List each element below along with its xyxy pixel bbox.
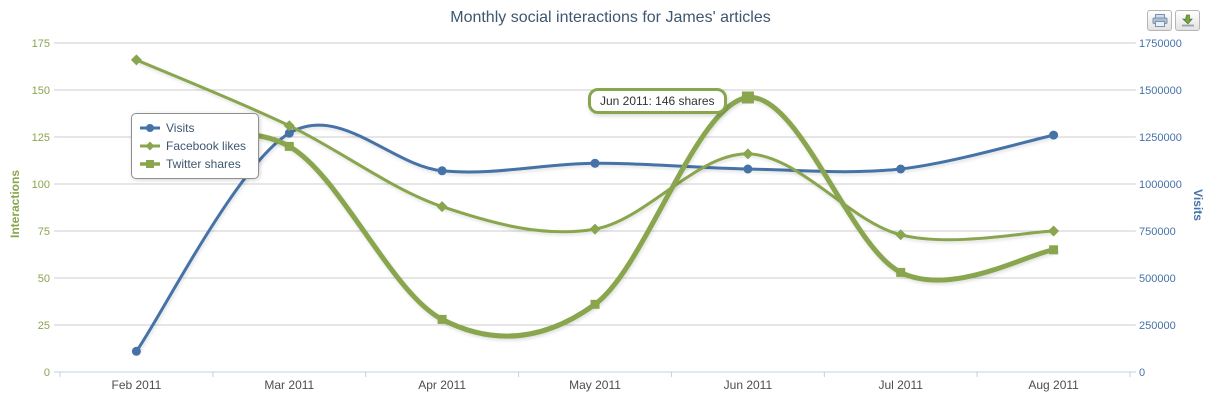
point-facebook-likes-jun-2011[interactable] (742, 148, 754, 160)
y-right-tick-label: 1500000 (1139, 85, 1182, 97)
legend-label: Facebook likes (166, 139, 247, 153)
point-twitter-shares-jun-2011[interactable] (741, 91, 754, 104)
y-right-tick-label: 1250000 (1139, 132, 1182, 144)
point-twitter-shares-mar-2011[interactable] (284, 141, 294, 151)
chart-title: Monthly social interactions for James' a… (450, 9, 771, 26)
tooltip-text: Jun 2011: 146 shares (600, 94, 715, 108)
legend-item-visits[interactable]: Visits (140, 119, 246, 137)
point-twitter-shares-jul-2011[interactable] (896, 267, 906, 277)
point-facebook-likes-may-2011[interactable] (589, 223, 601, 235)
legend: Visits Facebook likes Twitter shares (131, 113, 260, 179)
point-facebook-likes-mar-2011[interactable] (283, 120, 295, 132)
point-visits-feb-2011[interactable] (131, 346, 141, 356)
legend-label: Twitter shares (166, 157, 241, 171)
point-visits-mar-2011[interactable] (284, 128, 294, 138)
y-right-tick-label: 250000 (1139, 320, 1176, 332)
point-twitter-shares-may-2011[interactable] (590, 299, 600, 309)
left-axis-title: Interactions (8, 169, 22, 239)
x-tick-label: Mar 2011 (264, 378, 314, 392)
x-tick-label: Apr 2011 (418, 378, 466, 392)
print-chart-button[interactable] (1147, 10, 1172, 31)
y-left-tick-label: 125 (32, 132, 50, 144)
point-twitter-shares-apr-2011[interactable] (437, 314, 447, 324)
print-icon (1152, 14, 1167, 27)
y-right-tick-label: 500000 (1139, 273, 1176, 285)
legend-marker-diamond-icon (140, 141, 160, 151)
y-left-tick-label: 175 (32, 38, 50, 50)
y-right-tick-label: 1750000 (1139, 38, 1182, 50)
download-icon (1181, 14, 1194, 27)
point-visits-jun-2011[interactable] (743, 164, 753, 174)
point-facebook-likes-aug-2011[interactable] (1048, 225, 1060, 237)
series-line-facebook-likes[interactable] (134, 58, 1056, 242)
y-left-tick-label: 150 (32, 85, 50, 97)
y-left-tick-label: 25 (38, 320, 50, 332)
point-twitter-shares-aug-2011[interactable] (1049, 245, 1059, 255)
y-right-tick-label: 1000000 (1139, 179, 1182, 191)
y-right-tick-label: 0 (1139, 367, 1145, 379)
legend-marker-circle-icon (140, 124, 160, 132)
x-tick-label: Feb 2011 (111, 378, 161, 392)
point-facebook-likes-feb-2011[interactable] (130, 54, 142, 66)
point-visits-may-2011[interactable] (590, 158, 600, 168)
x-tick-label: Jul 2011 (878, 378, 923, 392)
y-left-tick-label: 75 (38, 226, 50, 238)
legend-item-facebook-likes[interactable]: Facebook likes (140, 137, 246, 155)
point-visits-aug-2011[interactable] (1049, 130, 1059, 140)
point-facebook-likes-apr-2011[interactable] (436, 201, 448, 213)
y-left-tick-label: 50 (38, 273, 50, 285)
tooltip: Jun 2011: 146 shares (588, 88, 727, 114)
point-visits-jul-2011[interactable] (896, 164, 906, 174)
y-left-tick-label: 0 (44, 367, 50, 379)
right-axis-title: Visits (1191, 189, 1205, 221)
legend-item-twitter-shares[interactable]: Twitter shares (140, 155, 246, 173)
y-left-tick-label: 100 (32, 179, 50, 191)
y-right-tick-label: 750000 (1139, 226, 1176, 238)
legend-marker-square-icon (140, 160, 160, 168)
x-tick-label: Jun 2011 (724, 378, 773, 392)
legend-label: Visits (166, 121, 195, 135)
download-chart-button[interactable] (1175, 10, 1200, 31)
point-visits-apr-2011[interactable] (437, 166, 447, 176)
x-tick-label: May 2011 (569, 378, 621, 392)
x-tick-label: Aug 2011 (1028, 378, 1079, 392)
point-facebook-likes-jul-2011[interactable] (895, 229, 907, 241)
export-toolbar (1147, 10, 1200, 31)
